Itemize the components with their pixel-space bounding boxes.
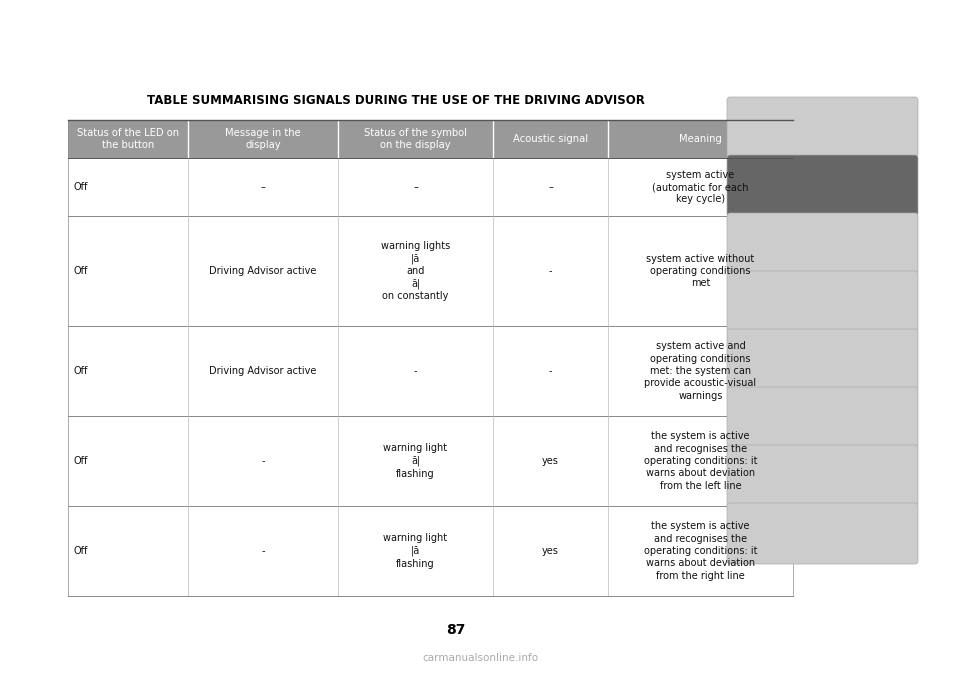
Bar: [338, 506, 493, 596]
FancyBboxPatch shape: [727, 387, 918, 448]
Bar: [188, 158, 338, 216]
Text: TABLE SUMMARISING SIGNALS DURING THE USE OF THE DRIVING ADVISOR: TABLE SUMMARISING SIGNALS DURING THE USE…: [147, 94, 645, 107]
Bar: [68, 158, 188, 216]
Bar: [188, 120, 338, 158]
Text: Message in the
display: Message in the display: [226, 128, 300, 150]
FancyBboxPatch shape: [727, 329, 918, 390]
Text: Off: Off: [73, 546, 87, 556]
Text: warning lights
|ă
and
ă|
on constantly: warning lights |ă and ă| on constantly: [381, 240, 450, 301]
Text: Meaning: Meaning: [679, 134, 722, 144]
Text: the system is active
and recognises the
operating conditions: it
warns about dev: the system is active and recognises the …: [644, 431, 757, 491]
FancyBboxPatch shape: [727, 271, 918, 332]
Text: -: -: [549, 266, 552, 276]
Bar: [493, 216, 608, 326]
Bar: [68, 506, 188, 596]
Bar: [608, 416, 793, 506]
Bar: [608, 216, 793, 326]
Text: Off: Off: [73, 366, 87, 376]
Text: system active and
operating conditions
met: the system can
provide acoustic-visu: system active and operating conditions m…: [644, 342, 756, 401]
Text: carmanualsonline.info: carmanualsonline.info: [422, 653, 538, 663]
FancyBboxPatch shape: [727, 503, 918, 564]
Text: warning light
ă|
flashing: warning light ă| flashing: [383, 443, 447, 479]
FancyBboxPatch shape: [727, 445, 918, 506]
Text: Acoustic signal: Acoustic signal: [513, 134, 588, 144]
Bar: [493, 326, 608, 416]
Text: Driving Advisor active: Driving Advisor active: [209, 266, 317, 276]
Text: Status of the symbol
on the display: Status of the symbol on the display: [364, 128, 467, 150]
Text: warning light
|ă
flashing: warning light |ă flashing: [383, 533, 447, 568]
Bar: [493, 158, 608, 216]
Bar: [338, 416, 493, 506]
Text: –: –: [548, 182, 553, 192]
Text: system active
(automatic for each
key cycle): system active (automatic for each key cy…: [652, 170, 749, 204]
Text: 87: 87: [446, 623, 466, 637]
Text: Off: Off: [73, 456, 87, 466]
Bar: [338, 120, 493, 158]
Bar: [608, 326, 793, 416]
Text: Driving Advisor active: Driving Advisor active: [209, 366, 317, 376]
Text: yes: yes: [542, 456, 559, 466]
FancyBboxPatch shape: [727, 97, 918, 158]
Bar: [608, 158, 793, 216]
Bar: [493, 416, 608, 506]
Bar: [188, 506, 338, 596]
Bar: [338, 158, 493, 216]
Bar: [608, 506, 793, 596]
FancyBboxPatch shape: [727, 155, 918, 216]
Text: Status of the LED on
the button: Status of the LED on the button: [77, 128, 180, 150]
Bar: [188, 326, 338, 416]
Text: –: –: [260, 182, 265, 192]
Text: Off: Off: [73, 182, 87, 192]
Text: -: -: [261, 456, 265, 466]
Text: -: -: [549, 366, 552, 376]
Bar: [188, 416, 338, 506]
Bar: [338, 326, 493, 416]
Bar: [68, 416, 188, 506]
Bar: [68, 326, 188, 416]
Text: the system is active
and recognises the
operating conditions: it
warns about dev: the system is active and recognises the …: [644, 521, 757, 581]
Bar: [608, 120, 793, 158]
Text: -: -: [414, 366, 418, 376]
Text: yes: yes: [542, 546, 559, 556]
Bar: [338, 216, 493, 326]
Bar: [188, 216, 338, 326]
Bar: [68, 216, 188, 326]
FancyBboxPatch shape: [727, 213, 918, 274]
Text: –: –: [413, 182, 418, 192]
Text: -: -: [261, 546, 265, 556]
Text: Off: Off: [73, 266, 87, 276]
Bar: [493, 506, 608, 596]
Bar: [68, 120, 188, 158]
Text: system active without
operating conditions
met: system active without operating conditio…: [646, 253, 755, 289]
Bar: [493, 120, 608, 158]
